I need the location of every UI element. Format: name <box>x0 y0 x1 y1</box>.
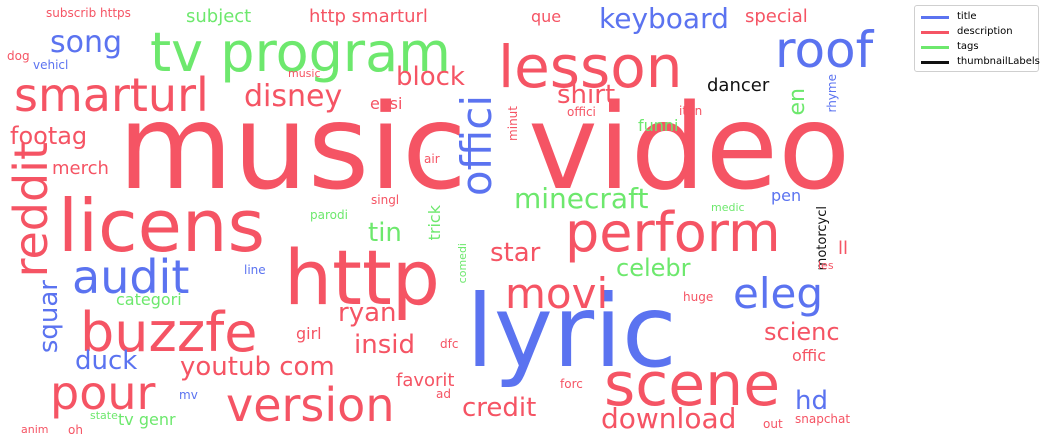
word-les: les <box>818 259 834 272</box>
word-huge: huge <box>683 290 714 304</box>
word-anim: anim <box>21 423 49 436</box>
word-ll: ll <box>838 238 849 259</box>
word-keyboard: keyboard <box>599 2 729 35</box>
word-dfc: dfc <box>440 337 459 351</box>
word-licens: licens <box>58 184 266 268</box>
word-comedi: comedi <box>456 243 469 284</box>
word-state: state <box>90 409 118 422</box>
word-smarturl: smarturl <box>14 68 209 122</box>
word-pour: pour <box>50 366 156 420</box>
word-shirt: shirt <box>557 80 616 110</box>
word-star: star <box>490 238 541 268</box>
word-version: version <box>226 378 395 432</box>
word-duck: duck <box>75 346 138 376</box>
word-http: http <box>284 233 441 322</box>
word-hd: hd <box>795 386 828 416</box>
legend-label-tags: tags <box>957 41 979 52</box>
word-tv-program: tv program <box>150 21 451 84</box>
word-scene: scene <box>604 350 781 420</box>
word-line: line <box>244 263 266 277</box>
word-easi: easi <box>370 94 403 113</box>
legend-swatch-description <box>921 31 949 34</box>
word-categori: categori <box>116 290 182 309</box>
legend: title description tags thumbnailLabels <box>914 5 1040 72</box>
word-oh: oh <box>68 423 83 437</box>
word-movi: movi <box>505 269 609 318</box>
word-ad: ad <box>436 387 451 401</box>
word-insid: insid <box>354 330 415 360</box>
word-squar: squar <box>34 280 64 354</box>
word-download: download <box>601 402 737 435</box>
word-perform: perform <box>565 201 781 264</box>
word-buzzfe: buzzfe <box>80 301 258 364</box>
word-celebr: celebr <box>616 254 691 282</box>
word-block: block <box>396 62 465 92</box>
word-rhyme: rhyme <box>825 74 839 113</box>
word-music: music <box>288 67 321 80</box>
word-youtub-com: youtub com <box>180 352 335 382</box>
word-singl: singl <box>371 193 400 207</box>
word-out: out <box>763 417 783 431</box>
word-credit: credit <box>462 393 537 423</box>
word-song: song <box>50 25 123 60</box>
word-eleg: eleg <box>733 269 824 318</box>
word-tin: tin <box>368 218 402 248</box>
word-en: en <box>785 88 810 116</box>
legend-label-thumbnaillabels: thumbnailLabels <box>957 56 1040 67</box>
word-mv: mv <box>179 388 198 402</box>
word-itun: itun <box>679 104 703 118</box>
word-lesson: lesson <box>498 33 683 101</box>
word-offici: offici <box>567 105 596 119</box>
word-trick: trick <box>425 205 444 241</box>
word-merch: merch <box>52 158 109 179</box>
word-favorit: favorit <box>396 370 455 391</box>
word-tv-genr: tv genr <box>118 410 176 429</box>
word-pen: pen <box>771 186 802 205</box>
word-footag: footag <box>10 122 88 150</box>
legend-swatch-tags <box>921 46 949 49</box>
word-minut: minut <box>506 106 520 141</box>
word-http-smarturl: http smarturl <box>309 6 428 27</box>
word-offic: offic <box>792 346 827 365</box>
word-lyric: lyric <box>466 273 677 390</box>
word-roof: roof <box>775 21 874 79</box>
word-que: que <box>531 7 562 26</box>
word-video: video <box>528 78 851 216</box>
word-dancer: dancer <box>707 75 770 96</box>
legend-label-description: description <box>957 26 1013 37</box>
word-disney: disney <box>244 79 343 114</box>
word-minecraft: minecraft <box>514 182 649 215</box>
word-subject: subject <box>186 6 252 27</box>
word-special: special <box>745 6 808 27</box>
word-dog: dog <box>7 49 30 63</box>
legend-swatch-title <box>921 16 949 19</box>
word-vehicl: vehicl <box>33 58 69 72</box>
word-reddit: reddit <box>4 142 58 278</box>
word-snapchat: snapchat <box>795 412 851 426</box>
word-forc: forc <box>560 377 583 391</box>
word-subscrib-https: subscrib https <box>46 6 131 20</box>
word-offici: offici <box>452 95 501 197</box>
legend-label-title: title <box>957 11 977 22</box>
word-medic: medic <box>711 201 745 214</box>
word-air: air <box>424 152 440 166</box>
word-music: music <box>118 78 467 216</box>
word-girl: girl <box>296 324 322 343</box>
word-ryan: ryan <box>338 298 397 328</box>
word-cloud: music video lyric licens http scene buzzfe perf… <box>4 2 874 437</box>
legend-swatch-thumbnaillabels <box>921 61 949 64</box>
word-funni: funni <box>638 116 679 135</box>
word-scienc: scienc <box>764 318 840 346</box>
word-parodi: parodi <box>310 208 348 222</box>
word-audit: audit <box>72 250 190 304</box>
